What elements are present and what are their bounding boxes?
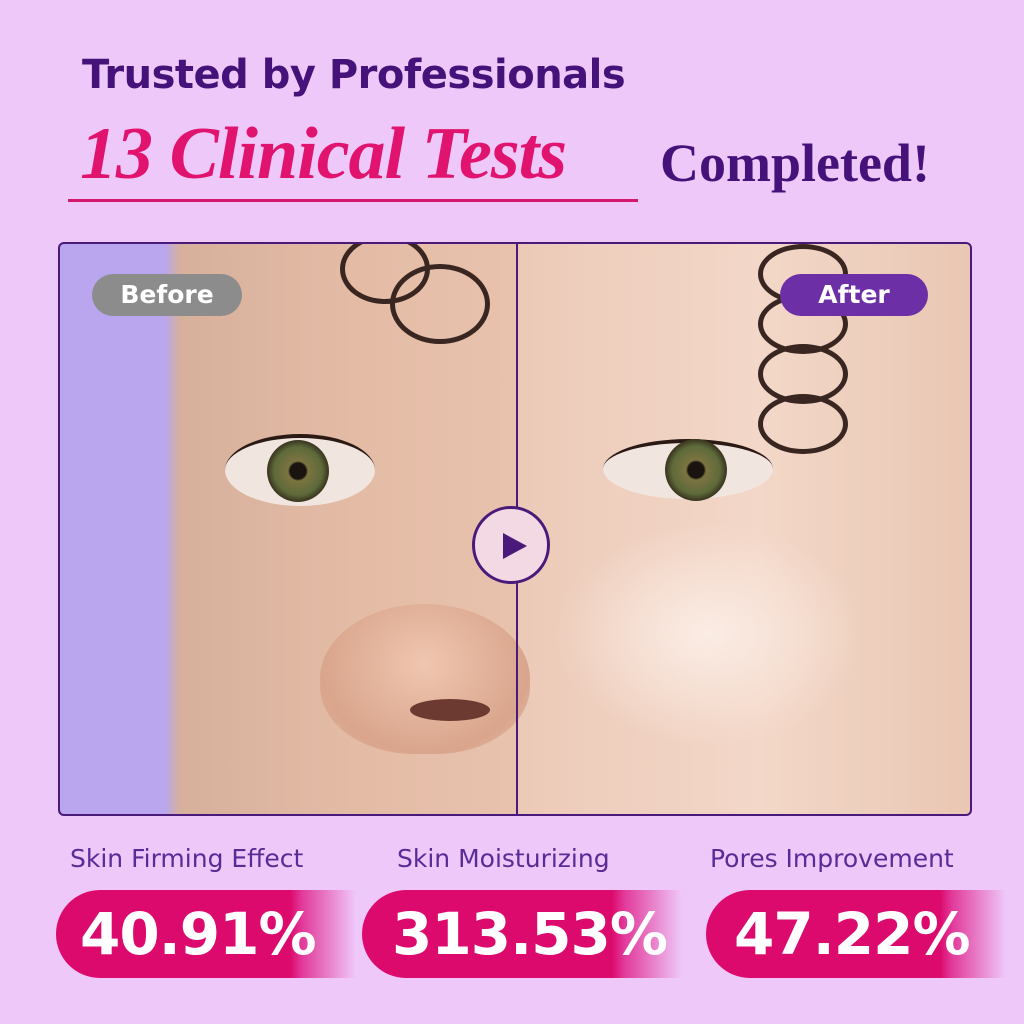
stat-moisturizing: 313.53% xyxy=(362,890,682,978)
stat-value-pores: 47.22% xyxy=(734,900,971,968)
stat-label-firming: Skin Firming Effect xyxy=(70,844,304,873)
stat-label-pores: Pores Improvement xyxy=(710,844,954,873)
play-button[interactable] xyxy=(472,506,550,584)
hair-curl xyxy=(758,394,848,454)
headline-underline xyxy=(68,199,638,202)
stat-value-moisturizing: 313.53% xyxy=(392,900,668,968)
nose xyxy=(320,604,530,754)
before-image xyxy=(60,244,530,814)
hair-curl xyxy=(390,264,490,344)
stat-value-firming: 40.91% xyxy=(80,900,317,968)
stat-pores: 47.22% xyxy=(706,890,1006,978)
after-image xyxy=(518,244,970,814)
play-icon xyxy=(503,533,527,559)
nostril xyxy=(410,699,490,721)
subtitle: Trusted by Professionals xyxy=(82,52,626,98)
after-badge: After xyxy=(780,274,928,316)
headline-highlight: 13 Clinical Tests xyxy=(80,113,567,195)
before-badge: Before xyxy=(92,274,242,316)
stat-label-moisturizing: Skin Moisturizing xyxy=(397,844,610,873)
stat-firming: 40.91% xyxy=(56,890,356,978)
eye xyxy=(603,439,773,501)
before-after-photo: Before After xyxy=(58,242,972,816)
headline-end: Completed! xyxy=(660,133,930,193)
eye xyxy=(225,434,375,506)
